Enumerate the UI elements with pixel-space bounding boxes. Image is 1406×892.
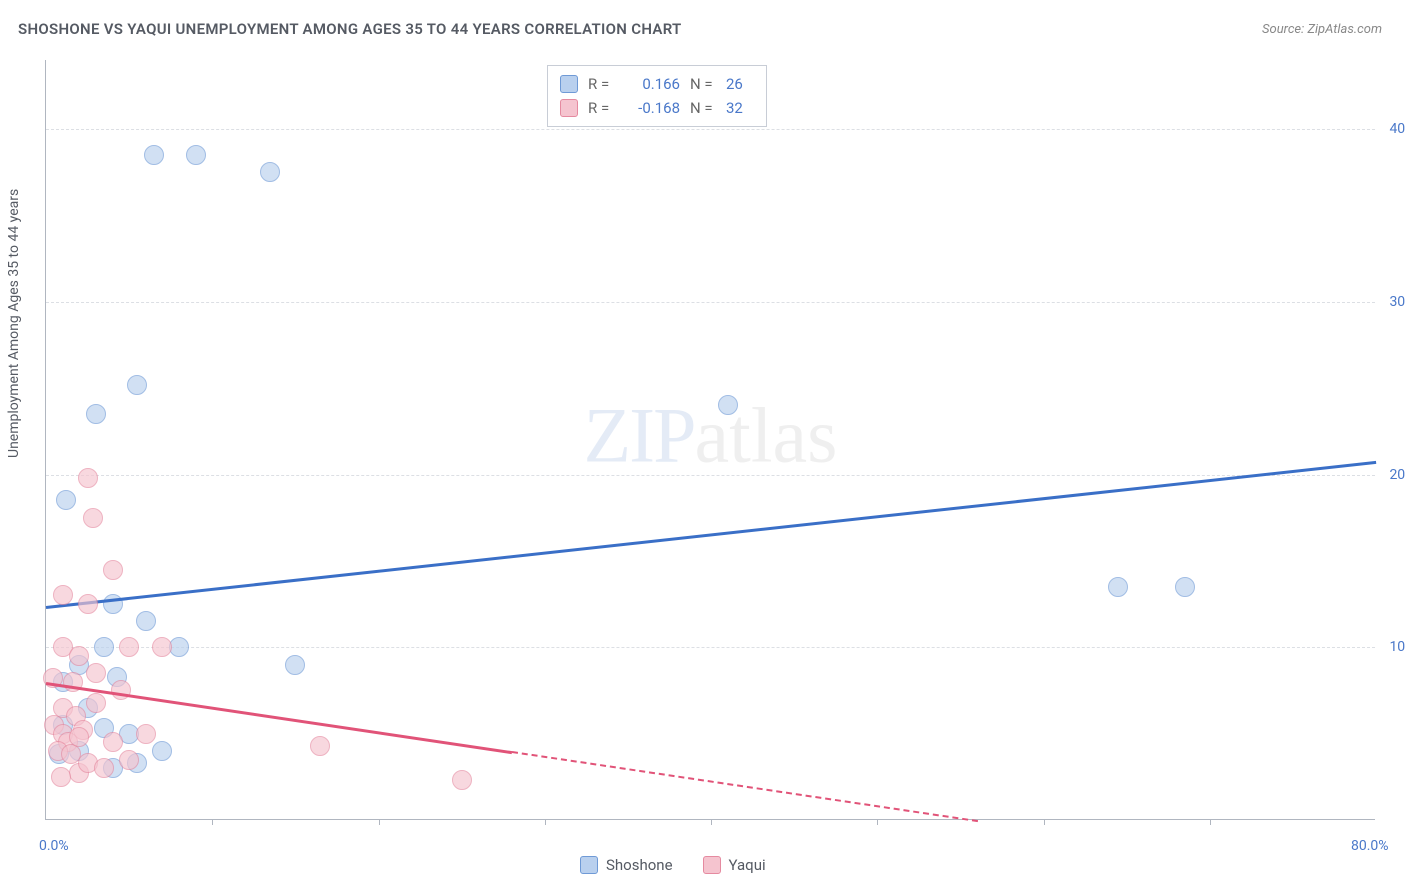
- scatter-point: [136, 611, 156, 631]
- x-tick: [1210, 819, 1211, 825]
- scatter-point: [260, 162, 280, 182]
- series-legend: Shoshone Yaqui: [580, 856, 766, 874]
- watermark: ZIPatlas: [584, 390, 838, 480]
- watermark-atlas: atlas: [695, 391, 838, 478]
- legend-n-label: N =: [690, 96, 716, 120]
- source-prefix: Source:: [1262, 22, 1307, 37]
- scatter-point: [285, 655, 305, 675]
- scatter-point: [78, 468, 98, 488]
- gridline-h: [46, 647, 1375, 648]
- x-tick: [1044, 819, 1045, 825]
- scatter-point: [452, 770, 472, 790]
- scatter-point: [86, 404, 106, 424]
- scatter-point: [186, 145, 206, 165]
- x-axis-max-label: 80.0%: [1351, 838, 1389, 854]
- series-legend-label: Shoshone: [606, 856, 673, 874]
- gridline-h: [46, 129, 1375, 130]
- legend-stats-row: R = 0.166 N = 26: [560, 72, 754, 96]
- watermark-zip: ZIP: [584, 391, 695, 478]
- scatter-point: [119, 637, 139, 657]
- series-legend-item: Shoshone: [580, 856, 673, 874]
- source-attribution: Source: ZipAtlas.com: [1262, 22, 1382, 37]
- scatter-point: [103, 732, 123, 752]
- scatter-point: [119, 750, 139, 770]
- y-tick-label: 30.0%: [1389, 294, 1406, 310]
- legend-swatch: [580, 856, 598, 874]
- legend-swatch: [560, 99, 578, 117]
- scatter-point: [94, 758, 114, 778]
- source-name: ZipAtlas.com: [1307, 22, 1382, 37]
- y-tick-label: 40.0%: [1389, 121, 1406, 137]
- legend-swatch: [560, 75, 578, 93]
- scatter-point: [136, 724, 156, 744]
- gridline-h: [46, 302, 1375, 303]
- scatter-point: [127, 375, 147, 395]
- scatter-point: [69, 727, 89, 747]
- series-legend-item: Yaqui: [703, 856, 766, 874]
- legend-stats-row: R = -0.168 N = 32: [560, 96, 754, 120]
- scatter-point: [310, 736, 330, 756]
- correlation-stats-legend: R = 0.166 N = 26 R = -0.168 N = 32: [547, 65, 767, 127]
- x-axis-min-label: 0.0%: [39, 838, 69, 854]
- y-tick-label: 10.0%: [1389, 639, 1406, 655]
- scatter-point: [152, 637, 172, 657]
- scatter-point: [56, 490, 76, 510]
- y-tick-label: 20.0%: [1389, 467, 1406, 483]
- scatter-point: [103, 560, 123, 580]
- legend-r-label: R =: [588, 72, 614, 96]
- scatter-point: [51, 767, 71, 787]
- scatter-point: [152, 741, 172, 761]
- scatter-point: [94, 637, 114, 657]
- legend-n-label: N =: [690, 72, 716, 96]
- x-tick: [545, 819, 546, 825]
- legend-n-value: 32: [726, 96, 754, 120]
- x-tick: [877, 819, 878, 825]
- gridline-h: [46, 475, 1375, 476]
- scatter-point: [111, 680, 131, 700]
- scatter-point: [69, 646, 89, 666]
- x-tick: [711, 819, 712, 825]
- x-tick: [212, 819, 213, 825]
- x-tick: [379, 819, 380, 825]
- scatter-point: [144, 145, 164, 165]
- chart-title: SHOSHONE VS YAQUI UNEMPLOYMENT AMONG AGE…: [18, 20, 682, 38]
- series-legend-label: Yaqui: [729, 856, 766, 874]
- plot-area: ZIPatlas 10.0%20.0%30.0%40.0%: [45, 60, 1375, 820]
- scatter-point: [86, 663, 106, 683]
- scatter-point: [83, 508, 103, 528]
- legend-swatch: [703, 856, 721, 874]
- scatter-point: [86, 693, 106, 713]
- legend-r-value: 0.166: [624, 72, 680, 96]
- legend-n-value: 26: [726, 72, 754, 96]
- chart-container: SHOSHONE VS YAQUI UNEMPLOYMENT AMONG AGE…: [0, 0, 1406, 892]
- scatter-point: [1108, 577, 1128, 597]
- scatter-point: [1175, 577, 1195, 597]
- legend-r-label: R =: [588, 96, 614, 120]
- scatter-point: [78, 594, 98, 614]
- scatter-point: [718, 395, 738, 415]
- y-axis-label: Unemployment Among Ages 35 to 44 years: [6, 189, 22, 458]
- legend-r-value: -0.168: [624, 96, 680, 120]
- scatter-point: [53, 585, 73, 605]
- trend-line: [511, 751, 977, 822]
